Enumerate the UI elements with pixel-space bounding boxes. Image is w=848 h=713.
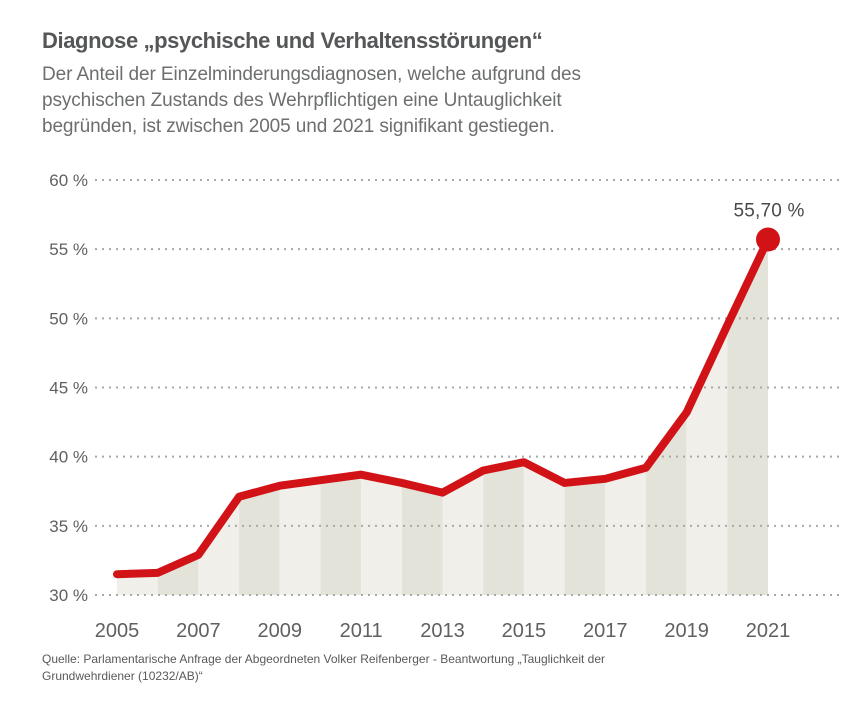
source-note: Quelle: Parlamentarische Anfrage der Abg… xyxy=(42,651,802,685)
subtitle-line-3: begründen, ist zwischen 2005 und 2021 si… xyxy=(42,116,555,137)
y-tick-label: 55 % xyxy=(49,240,88,259)
subtitle-line-1: Der Anteil der Einzelminderungsdiagnosen… xyxy=(42,64,581,85)
x-tick-label: 2007 xyxy=(176,620,221,642)
chart-title: Diagnose „psychische und Verhaltensstöru… xyxy=(42,28,543,53)
chart-header: Diagnose „psychische und Verhaltensstöru… xyxy=(42,27,762,140)
x-tick-label: 2011 xyxy=(340,620,383,642)
x-tick-label: 2013 xyxy=(420,620,465,642)
source-line-2: Grundwehrdiener (10232/AB)“ xyxy=(42,669,203,683)
area-band xyxy=(198,496,240,595)
chart-subtitle: Der Anteil der Einzelminderungsdiagnosen… xyxy=(42,62,762,140)
x-tick-label: 2019 xyxy=(664,620,709,642)
y-tick-label: 40 % xyxy=(49,448,88,467)
x-tick-label: 2021 xyxy=(746,620,791,642)
area-band xyxy=(239,485,280,595)
area-band xyxy=(442,470,484,595)
y-tick-label: 30 % xyxy=(49,586,88,605)
area-band xyxy=(523,462,565,595)
y-tick-label: 60 % xyxy=(49,171,88,190)
end-point xyxy=(756,227,780,252)
data-line xyxy=(113,235,772,579)
x-tick-label: 2017 xyxy=(583,620,628,642)
y-tick-label: 50 % xyxy=(49,309,88,328)
y-tick-label: 45 % xyxy=(49,379,88,398)
x-tick-label: 2015 xyxy=(502,620,547,642)
area-band xyxy=(361,474,402,595)
area-band xyxy=(117,572,158,595)
area-band xyxy=(605,467,646,595)
x-tick-label: 2005 xyxy=(95,620,140,642)
y-tick-label: 35 % xyxy=(49,517,88,536)
area-band xyxy=(320,474,362,595)
area-band xyxy=(279,480,321,595)
area-band xyxy=(564,478,606,595)
source-line-1: Quelle: Parlamentarische Anfrage der Abg… xyxy=(42,652,605,666)
end-point-label: 55,70 % xyxy=(733,200,804,221)
x-tick-label: 2009 xyxy=(258,620,303,642)
area-band xyxy=(483,462,524,595)
area-band xyxy=(401,482,443,595)
area-band xyxy=(157,554,199,595)
subtitle-line-2: psychischen Zustands des Wehrpflichtigen… xyxy=(42,90,562,111)
area-band xyxy=(727,239,768,595)
